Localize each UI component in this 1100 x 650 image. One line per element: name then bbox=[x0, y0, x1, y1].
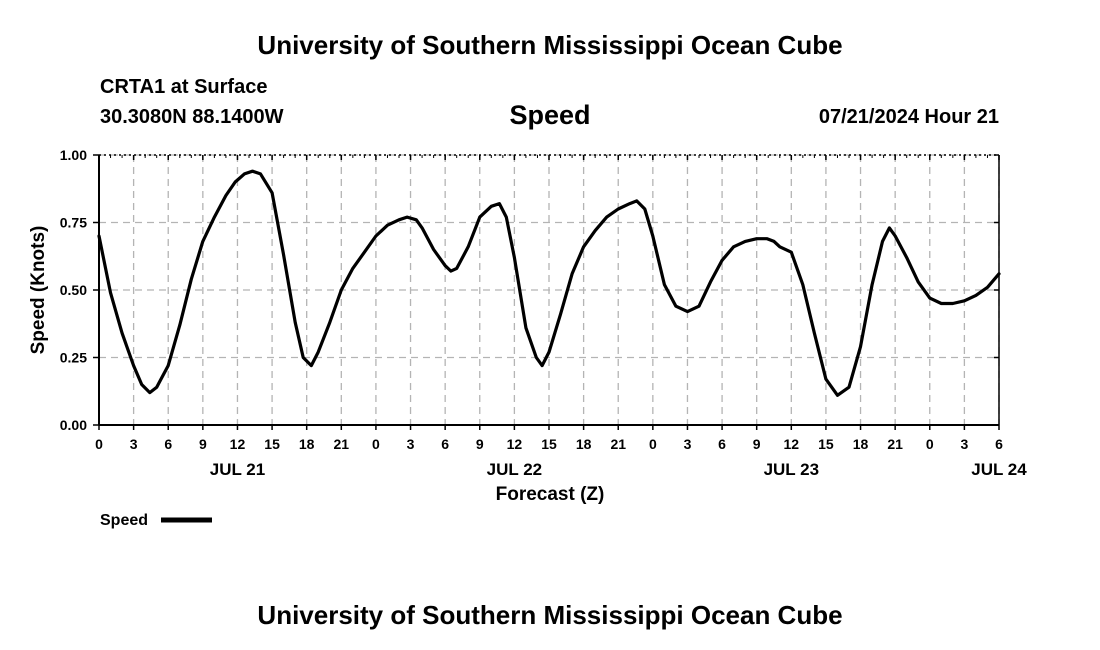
x-tick-label: 6 bbox=[995, 436, 1003, 452]
day-label: JUL 23 bbox=[764, 460, 819, 479]
y-tick-label: 0.50 bbox=[60, 282, 87, 298]
x-tick-label: 6 bbox=[441, 436, 449, 452]
y-axis-title: Speed (Knots) bbox=[28, 226, 49, 355]
x-axis-title: Forecast (Z) bbox=[496, 484, 605, 505]
x-tick-label: 3 bbox=[130, 436, 138, 452]
x-tick-label: 21 bbox=[887, 436, 903, 452]
footer-title: University of Southern Mississippi Ocean… bbox=[257, 600, 843, 630]
x-tick-label: 18 bbox=[576, 436, 592, 452]
station-coordinates: 30.3080N 88.1400W bbox=[100, 106, 284, 128]
day-label: JUL 22 bbox=[487, 460, 542, 479]
x-tick-label: 21 bbox=[610, 436, 626, 452]
x-tick-label: 3 bbox=[407, 436, 415, 452]
day-label: JUL 24 bbox=[971, 460, 1027, 479]
x-tick-label: 15 bbox=[818, 436, 834, 452]
series-layer bbox=[97, 169, 1001, 397]
x-tick-label: 9 bbox=[199, 436, 207, 452]
x-tick-label: 6 bbox=[164, 436, 172, 452]
x-tick-label: 21 bbox=[334, 436, 350, 452]
x-tick-label: 12 bbox=[784, 436, 800, 452]
y-tick-label: 0.00 bbox=[60, 417, 87, 433]
legend-label: Speed bbox=[100, 512, 148, 529]
series-line-speed bbox=[97, 169, 1001, 397]
page-title: University of Southern Mississippi Ocean… bbox=[257, 30, 843, 60]
x-tick-label: 3 bbox=[684, 436, 692, 452]
y-tick-label: 0.25 bbox=[60, 350, 87, 366]
station-name: CRTA1 at Surface bbox=[100, 76, 268, 98]
x-tick-label: 0 bbox=[372, 436, 380, 452]
x-tick-label: 0 bbox=[95, 436, 103, 452]
x-tick-label: 0 bbox=[649, 436, 657, 452]
y-tick-label: 1.00 bbox=[60, 147, 87, 163]
x-tick-label: 15 bbox=[264, 436, 280, 452]
x-tick-label: 3 bbox=[960, 436, 968, 452]
tick-labels: 0 3 6 9 12 15 18 21 0 3 6 9 12 15 18 21 0 3 6 9 12 15 18 21 0 3 6 0… bbox=[60, 147, 1028, 479]
x-tick-label: 0 bbox=[926, 436, 934, 452]
x-tick-label: 9 bbox=[753, 436, 761, 452]
forecast-timestamp: 07/21/2024 Hour 21 bbox=[818, 106, 999, 128]
y-tick-label: 0.75 bbox=[60, 215, 87, 231]
grid-lines bbox=[98, 154, 1000, 426]
x-tick-label: 18 bbox=[299, 436, 315, 452]
x-tick-label: 15 bbox=[541, 436, 557, 452]
x-tick-label: 18 bbox=[853, 436, 869, 452]
axes bbox=[93, 154, 1000, 430]
x-tick-label: 12 bbox=[230, 436, 246, 452]
x-tick-label: 9 bbox=[476, 436, 484, 452]
x-tick-label: 6 bbox=[718, 436, 726, 452]
x-tick-label: 12 bbox=[507, 436, 523, 452]
day-label: JUL 21 bbox=[210, 460, 265, 479]
chart-title: Speed bbox=[509, 100, 591, 130]
